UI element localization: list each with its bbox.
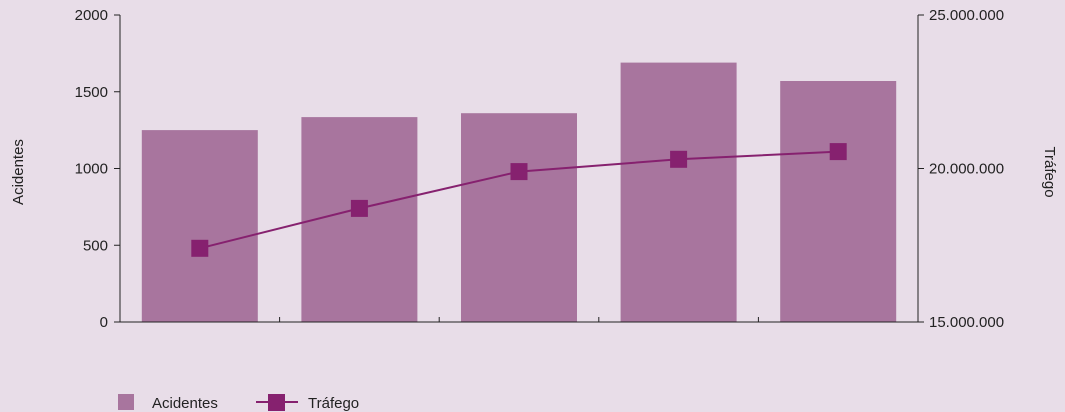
bar-acidentes-2 xyxy=(301,117,418,322)
legend: Acidentes Tráfego xyxy=(118,394,359,412)
point-trafego-4 xyxy=(670,150,688,168)
legend-swatch-acidentes xyxy=(118,394,134,410)
legend-label-acidentes: Acidentes xyxy=(152,395,218,412)
y-tick-label-3: 1500 xyxy=(75,84,108,101)
point-trafego-5 xyxy=(829,143,847,161)
y-tick-label-2: 1000 xyxy=(75,161,108,178)
y2-tick-label-1: 20.000.000 xyxy=(929,161,1004,178)
bars-layer xyxy=(141,62,897,322)
y2-tick-label-0: 15.000.000 xyxy=(929,314,1004,331)
legend-label-trafego: Tráfego xyxy=(308,395,359,412)
y2-axis-label: Tráfego xyxy=(1041,146,1058,197)
legend-marker-trafego xyxy=(268,394,285,411)
point-trafego-2 xyxy=(350,199,368,217)
y-tick-label-1: 500 xyxy=(83,237,108,254)
bar-acidentes-3 xyxy=(461,113,577,322)
bar-acidentes-4 xyxy=(620,62,737,322)
y-tick-label-0: 0 xyxy=(100,314,108,331)
y2-tick-label-2: 25.000.000 xyxy=(929,7,1004,24)
line-layer xyxy=(191,143,847,257)
y-tick-label-4: 2000 xyxy=(75,7,108,24)
bar-acidentes-1 xyxy=(141,130,258,322)
point-trafego-3 xyxy=(510,163,528,181)
point-trafego-1 xyxy=(191,239,209,257)
ticks-layer: 0 500 1000 1500 2000 15.000.000 20.000.000 25.0… xyxy=(75,7,1004,331)
bar-acidentes-5 xyxy=(780,81,897,322)
y-axis-label: Acidentes xyxy=(10,139,27,205)
